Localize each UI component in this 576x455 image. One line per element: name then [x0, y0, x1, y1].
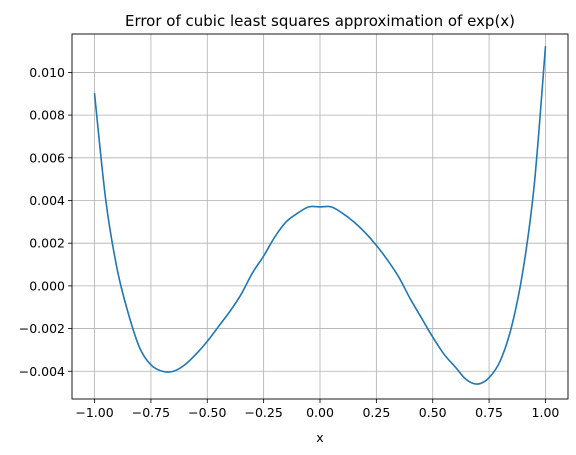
y-axis: −0.004 −0.002 0.000 0.002 0.004 0.006 0.008 0.0… — [19, 65, 72, 379]
grid — [72, 34, 568, 399]
plot-area — [93, 46, 547, 385]
x-tick-label: −0.75 — [132, 405, 170, 420]
x-tick-label: 0.75 — [475, 405, 503, 420]
y-tick-label: 0.010 — [29, 65, 65, 80]
x-axis: −1.00 −0.75 −0.50 −0.25 0.00 0.25 0.50 0.75 1.00 — [75, 399, 559, 420]
y-tick-label: 0.006 — [29, 150, 65, 165]
x-tick-label: −0.25 — [244, 405, 282, 420]
x-axis-label: x — [316, 430, 323, 445]
y-tick-label: 0.008 — [29, 108, 65, 123]
x-tick-label: −1.00 — [75, 405, 113, 420]
y-tick-label: 0.004 — [29, 193, 65, 208]
chart-title: Error of cubic least squares approximati… — [125, 12, 515, 30]
x-tick-label: 1.00 — [532, 405, 560, 420]
y-tick-label: 0.002 — [29, 236, 65, 251]
y-tick-label: 0.000 — [29, 278, 65, 293]
y-tick-label: −0.004 — [19, 364, 65, 379]
x-tick-label: 0.25 — [362, 405, 390, 420]
y-tick-label: −0.002 — [19, 321, 65, 336]
error-curve — [93, 46, 547, 385]
x-tick-label: 0.00 — [306, 405, 334, 420]
x-tick-label: −0.50 — [188, 405, 226, 420]
x-tick-label: 0.50 — [419, 405, 447, 420]
